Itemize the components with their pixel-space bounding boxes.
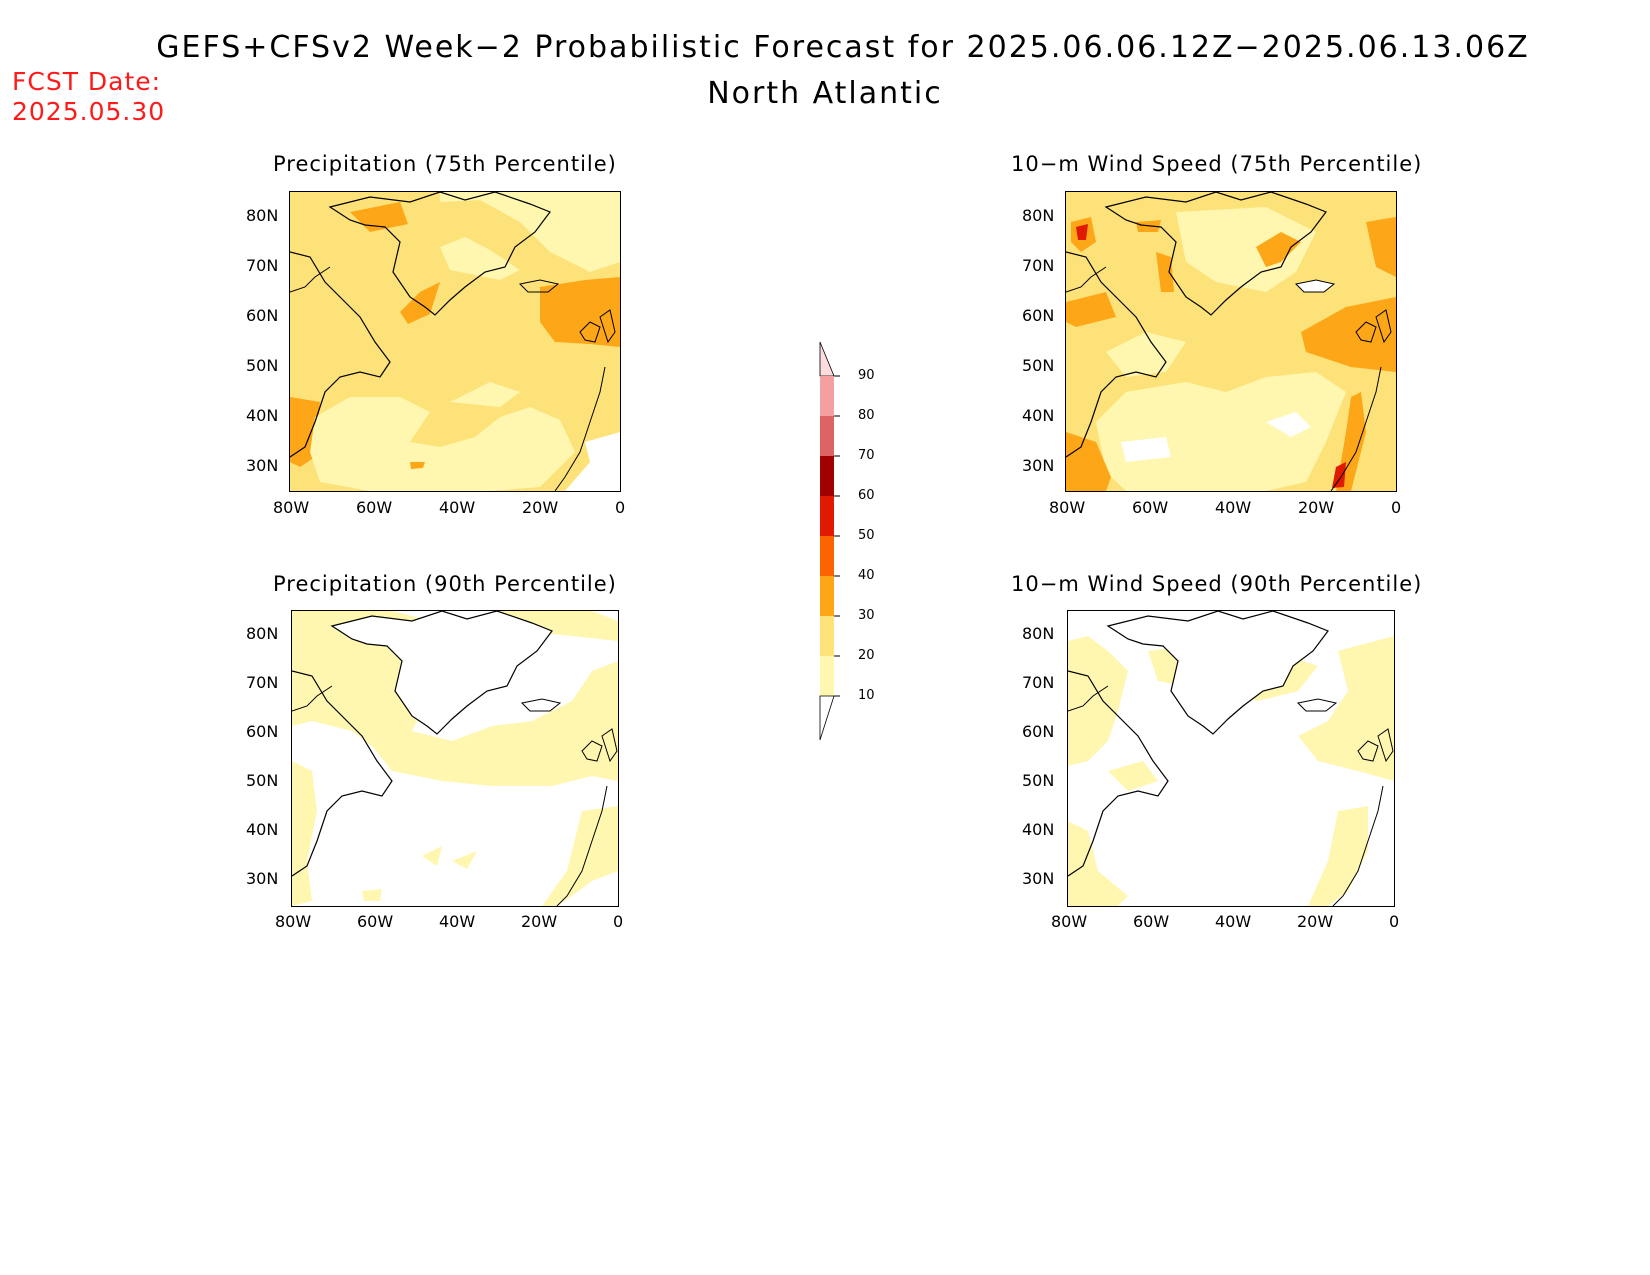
lat-label: 40N: [246, 406, 279, 425]
lat-label: 80N: [1022, 624, 1055, 643]
lat-label: 70N: [246, 256, 279, 275]
map-plot: [1066, 192, 1396, 491]
map-plot: [1068, 611, 1394, 906]
fcst-date-label: FCST Date:: [12, 67, 162, 96]
lon-label: 60W: [1133, 912, 1170, 931]
lon-label: 0: [1389, 912, 1400, 931]
lon-label: 40W: [439, 498, 476, 517]
lat-label: 60N: [1022, 306, 1055, 325]
map-plot: [292, 611, 618, 906]
lat-label: 60N: [246, 722, 279, 741]
colorbar-label: 50: [858, 528, 875, 543]
lat-label: 70N: [246, 673, 279, 692]
colorbar-label: 20: [858, 648, 875, 663]
lat-label: 50N: [1022, 771, 1055, 790]
lon-label: 0: [1391, 498, 1402, 517]
colorbar-label: 10: [858, 688, 875, 703]
main-title: GEFS+CFSv2 Week−2 Probabilistic Forecast…: [156, 30, 1530, 65]
colorbar-label: 40: [858, 568, 875, 583]
lon-label: 80W: [273, 498, 310, 517]
colorbar-label: 30: [858, 608, 875, 623]
fcst-date-value: 2025.05.30: [12, 97, 166, 126]
map-precip-75: [289, 191, 621, 492]
lat-label: 80N: [1022, 206, 1055, 225]
colorbar-label: 70: [858, 448, 875, 463]
panel-title: Precipitation (90th Percentile): [273, 572, 617, 596]
map-wind-90: [1067, 610, 1395, 907]
lon-label: 40W: [1215, 498, 1252, 517]
lat-label: 70N: [1022, 256, 1055, 275]
colorbar-swatches: [819, 341, 840, 741]
map-plot: [290, 192, 620, 491]
map-wind-75: [1065, 191, 1397, 492]
lat-label: 60N: [246, 306, 279, 325]
lat-label: 40N: [1022, 820, 1055, 839]
lon-label: 20W: [1298, 498, 1335, 517]
lat-label: 70N: [1022, 673, 1055, 692]
lon-label: 80W: [1051, 912, 1088, 931]
map-precip-90: [291, 610, 619, 907]
colorbar-label: 80: [858, 408, 875, 423]
lon-label: 40W: [439, 912, 476, 931]
lon-label: 80W: [275, 912, 312, 931]
lat-label: 50N: [246, 771, 279, 790]
lon-label: 60W: [1132, 498, 1169, 517]
lon-label: 20W: [1297, 912, 1334, 931]
lat-label: 40N: [246, 820, 279, 839]
lon-label: 60W: [357, 912, 394, 931]
colorbar-label: 90: [858, 368, 875, 383]
lon-label: 40W: [1215, 912, 1252, 931]
lat-label: 80N: [246, 206, 279, 225]
lat-label: 30N: [246, 456, 279, 475]
lat-label: 30N: [246, 869, 279, 888]
lon-label: 20W: [521, 912, 558, 931]
colorbar: 90 80 70 60 50 40 30 20 10: [808, 336, 908, 746]
lat-label: 80N: [246, 624, 279, 643]
lat-label: 50N: [1022, 356, 1055, 375]
panel-title: 10−m Wind Speed (90th Percentile): [1011, 572, 1423, 596]
panel-title: Precipitation (75th Percentile): [273, 152, 617, 176]
lon-label: 80W: [1049, 498, 1086, 517]
colorbar-label: 60: [858, 488, 875, 503]
lat-label: 60N: [1022, 722, 1055, 741]
panel-title: 10−m Wind Speed (75th Percentile): [1011, 152, 1423, 176]
lon-label: 0: [613, 912, 624, 931]
region-subtitle: North Atlantic: [707, 76, 943, 111]
lon-label: 20W: [522, 498, 559, 517]
lon-label: 0: [615, 498, 626, 517]
lat-label: 30N: [1022, 869, 1055, 888]
lat-label: 40N: [1022, 406, 1055, 425]
lat-label: 30N: [1022, 456, 1055, 475]
lon-label: 60W: [356, 498, 393, 517]
lat-label: 50N: [246, 356, 279, 375]
